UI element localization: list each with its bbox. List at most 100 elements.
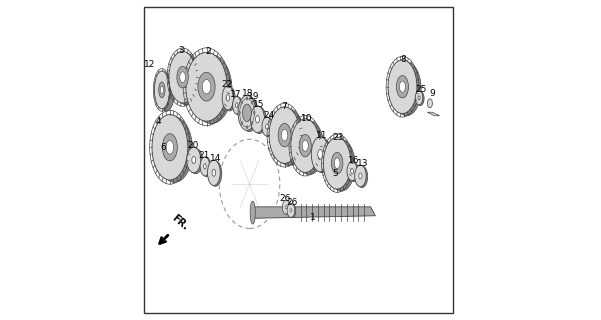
Polygon shape xyxy=(202,53,208,56)
Polygon shape xyxy=(258,106,260,107)
Polygon shape xyxy=(239,121,242,123)
Polygon shape xyxy=(186,93,191,98)
Polygon shape xyxy=(347,169,349,170)
Polygon shape xyxy=(354,162,356,164)
Polygon shape xyxy=(324,154,329,157)
Polygon shape xyxy=(427,112,439,116)
Polygon shape xyxy=(300,120,305,122)
Polygon shape xyxy=(168,115,174,117)
Polygon shape xyxy=(361,165,364,166)
Polygon shape xyxy=(154,83,160,86)
Ellipse shape xyxy=(347,162,357,181)
Polygon shape xyxy=(264,118,266,119)
Polygon shape xyxy=(357,167,359,168)
Text: 19: 19 xyxy=(248,92,259,101)
Polygon shape xyxy=(154,92,159,95)
Polygon shape xyxy=(251,123,253,124)
Polygon shape xyxy=(323,137,325,139)
Polygon shape xyxy=(270,147,275,150)
Polygon shape xyxy=(312,161,314,164)
Polygon shape xyxy=(313,145,314,148)
Polygon shape xyxy=(349,164,350,165)
Polygon shape xyxy=(356,169,358,170)
Polygon shape xyxy=(292,134,296,138)
Text: 4: 4 xyxy=(156,117,162,126)
Polygon shape xyxy=(332,139,337,141)
Polygon shape xyxy=(245,95,248,97)
Polygon shape xyxy=(415,99,416,100)
Polygon shape xyxy=(352,162,354,163)
Polygon shape xyxy=(334,138,338,140)
Polygon shape xyxy=(270,118,272,120)
Polygon shape xyxy=(169,70,173,73)
Polygon shape xyxy=(187,99,192,103)
Polygon shape xyxy=(157,75,162,78)
Polygon shape xyxy=(218,58,224,61)
Polygon shape xyxy=(225,87,228,88)
Polygon shape xyxy=(350,163,352,164)
Polygon shape xyxy=(170,89,174,92)
Polygon shape xyxy=(169,84,173,87)
Text: 8: 8 xyxy=(400,55,406,64)
Polygon shape xyxy=(267,117,269,118)
Polygon shape xyxy=(217,162,219,163)
Polygon shape xyxy=(233,102,234,104)
Ellipse shape xyxy=(154,71,169,109)
Polygon shape xyxy=(361,165,362,166)
Polygon shape xyxy=(243,97,246,98)
Polygon shape xyxy=(188,153,190,155)
Text: 1: 1 xyxy=(310,213,316,222)
Polygon shape xyxy=(188,166,190,168)
Polygon shape xyxy=(409,63,414,66)
Polygon shape xyxy=(358,166,359,167)
Polygon shape xyxy=(207,158,209,159)
Polygon shape xyxy=(400,60,405,62)
Polygon shape xyxy=(388,85,392,88)
Polygon shape xyxy=(166,75,171,77)
Polygon shape xyxy=(263,120,265,121)
Polygon shape xyxy=(191,63,197,67)
Polygon shape xyxy=(214,54,219,58)
Ellipse shape xyxy=(186,52,227,121)
Polygon shape xyxy=(255,107,257,108)
Polygon shape xyxy=(297,122,303,125)
Polygon shape xyxy=(299,121,304,124)
Polygon shape xyxy=(347,171,349,172)
Polygon shape xyxy=(200,167,202,168)
Polygon shape xyxy=(187,158,189,160)
Polygon shape xyxy=(207,172,209,173)
Polygon shape xyxy=(296,124,301,126)
Polygon shape xyxy=(355,180,357,181)
Polygon shape xyxy=(207,158,209,159)
Polygon shape xyxy=(391,69,395,73)
Polygon shape xyxy=(215,55,221,58)
Polygon shape xyxy=(360,165,362,166)
Polygon shape xyxy=(248,95,251,97)
Polygon shape xyxy=(188,152,190,154)
Polygon shape xyxy=(353,162,355,163)
Ellipse shape xyxy=(166,140,174,154)
Polygon shape xyxy=(223,104,225,106)
Polygon shape xyxy=(187,163,189,164)
Polygon shape xyxy=(329,142,334,145)
Polygon shape xyxy=(164,72,169,75)
Polygon shape xyxy=(229,86,231,87)
Polygon shape xyxy=(260,107,263,108)
Ellipse shape xyxy=(191,55,232,124)
Polygon shape xyxy=(222,99,224,100)
Polygon shape xyxy=(237,96,239,97)
Polygon shape xyxy=(155,127,160,131)
Ellipse shape xyxy=(331,152,343,174)
Polygon shape xyxy=(198,55,204,58)
Polygon shape xyxy=(291,137,296,140)
Ellipse shape xyxy=(162,134,177,161)
Polygon shape xyxy=(154,162,159,166)
Polygon shape xyxy=(183,52,188,53)
Ellipse shape xyxy=(295,121,324,175)
Polygon shape xyxy=(192,148,194,149)
Polygon shape xyxy=(160,71,165,74)
Polygon shape xyxy=(224,88,227,89)
Polygon shape xyxy=(247,95,250,97)
Ellipse shape xyxy=(351,169,353,174)
Polygon shape xyxy=(233,106,234,108)
